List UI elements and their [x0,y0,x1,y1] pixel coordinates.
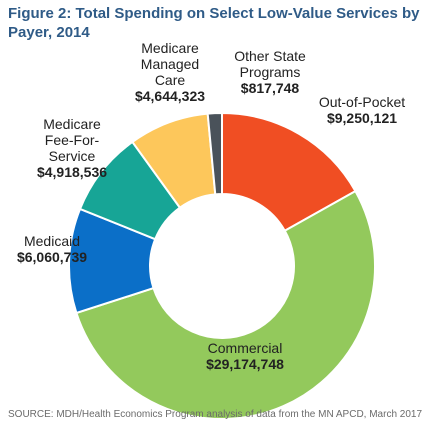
value-label: $817,748 [240,80,300,96]
value-label: $29,174,748 [206,356,284,372]
segment-label: Commercial $29,174,748 [165,340,325,372]
segment-label: Other State Programs $817,748 [225,48,315,96]
donut-segment [206,111,223,196]
segment-label: Medicaid $6,060,739 [2,233,102,265]
category-label: Medicare Managed Care [140,40,200,88]
category-label: Medicare Fee-For-Service [43,116,101,164]
category-label: Out-of-Pocket [318,94,406,110]
category-label: Other State Programs [234,48,306,80]
value-label: $9,250,121 [326,110,398,126]
value-label: $6,060,739 [16,249,88,265]
value-label: $4,644,323 [134,88,206,104]
source-note: SOURCE: MDH/Health Economics Program ana… [8,409,423,420]
value-label: $4,918,536 [36,164,108,180]
category-label: Medicaid [23,233,81,249]
donut-segment [75,189,376,420]
segment-label: Medicare Managed Care $4,644,323 [125,40,215,104]
segment-label: Medicare Fee-For-Service $4,918,536 [27,116,117,180]
chart-title: Figure 2: Total Spending on Select Low-V… [8,5,420,41]
segment-label: Out-of-Pocket $9,250,121 [297,94,427,126]
category-label: Commercial [207,340,283,356]
donut-segment [221,111,357,233]
